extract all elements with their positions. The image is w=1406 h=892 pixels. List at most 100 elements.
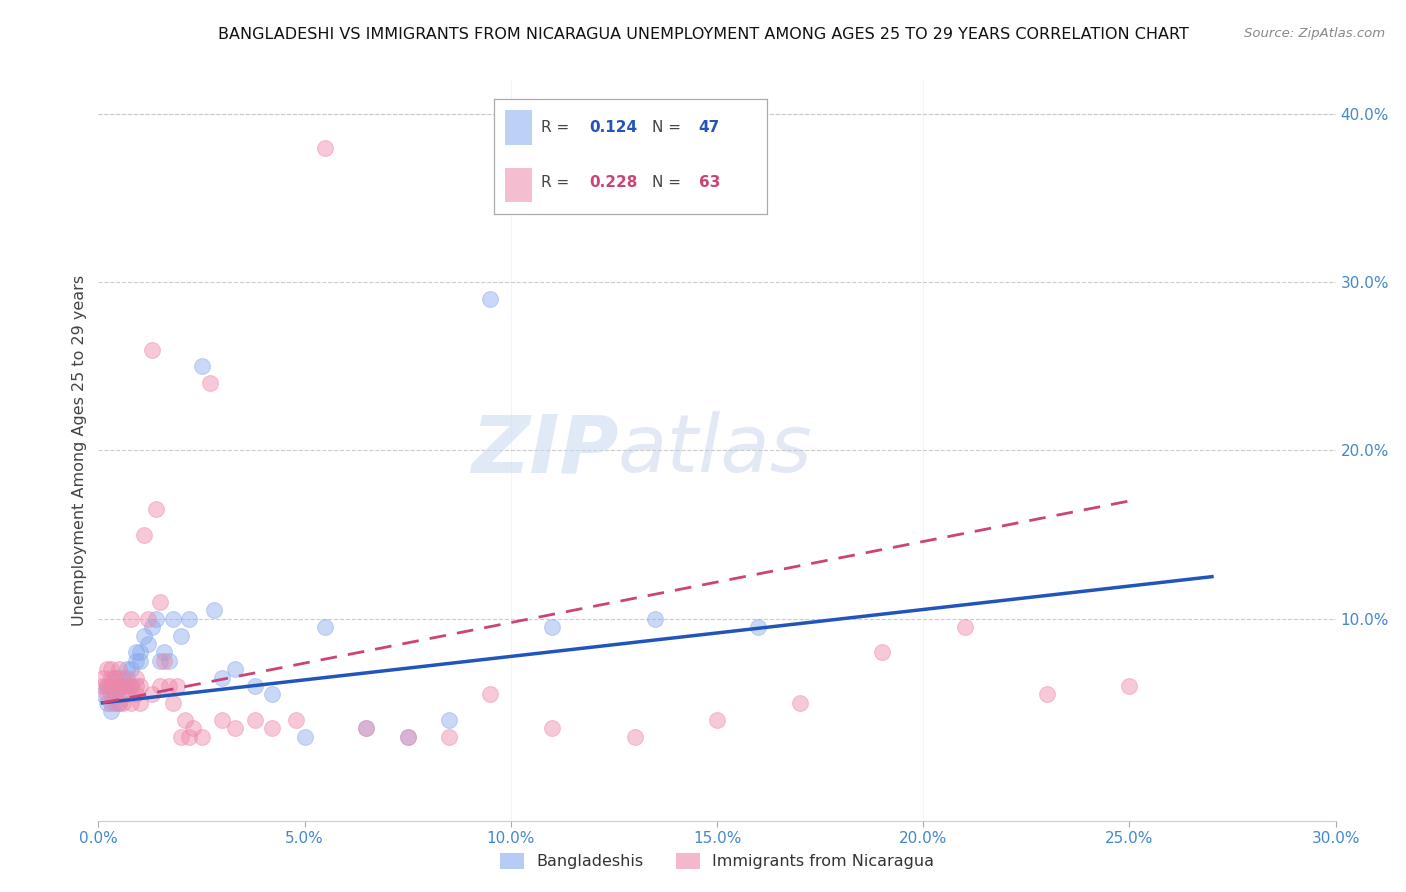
Point <box>224 721 246 735</box>
Point <box>396 730 419 744</box>
Point <box>112 688 135 702</box>
Point <box>149 679 172 693</box>
Point <box>181 721 204 735</box>
Point <box>132 629 155 643</box>
Point <box>96 679 118 693</box>
Point <box>145 502 167 516</box>
Point <box>128 654 150 668</box>
Point <box>202 603 225 617</box>
Point <box>112 696 135 710</box>
Point <box>108 679 131 693</box>
Point <box>91 671 114 685</box>
Point <box>108 662 131 676</box>
Point <box>260 721 283 735</box>
Point <box>179 730 201 744</box>
Point <box>112 679 135 693</box>
Point <box>190 359 212 374</box>
Point <box>174 713 197 727</box>
Y-axis label: Unemployment Among Ages 25 to 29 years: Unemployment Among Ages 25 to 29 years <box>72 275 87 626</box>
Point <box>117 662 139 676</box>
Point <box>644 612 666 626</box>
Point <box>179 612 201 626</box>
Point <box>117 679 139 693</box>
Point <box>157 679 180 693</box>
Point <box>104 679 127 693</box>
Point <box>166 679 188 693</box>
Point <box>157 654 180 668</box>
Point <box>120 662 142 676</box>
Point <box>396 730 419 744</box>
Text: ZIP: ZIP <box>471 411 619 490</box>
Point <box>479 688 502 702</box>
Legend: Bangladeshis, Immigrants from Nicaragua: Bangladeshis, Immigrants from Nicaragua <box>494 847 941 876</box>
Point <box>96 679 118 693</box>
Point <box>141 688 163 702</box>
Point <box>100 662 122 676</box>
Point <box>108 679 131 693</box>
Point <box>747 620 769 634</box>
Point <box>198 376 221 391</box>
Point <box>96 662 118 676</box>
Point <box>120 696 142 710</box>
Point <box>356 721 378 735</box>
Point <box>356 721 378 735</box>
Point <box>136 637 159 651</box>
Point <box>124 688 146 702</box>
Point <box>170 629 193 643</box>
Point <box>100 679 122 693</box>
Point <box>314 620 336 634</box>
Point <box>541 620 564 634</box>
Point <box>112 671 135 685</box>
Point <box>141 343 163 357</box>
Point <box>153 654 176 668</box>
Point <box>870 645 893 659</box>
Point <box>162 696 184 710</box>
Point <box>211 713 233 727</box>
Point <box>100 671 122 685</box>
Point <box>789 696 811 710</box>
Point <box>136 612 159 626</box>
Point <box>96 688 118 702</box>
Point <box>124 679 146 693</box>
Point <box>953 620 976 634</box>
Point <box>141 620 163 634</box>
Point <box>211 671 233 685</box>
Point <box>314 140 336 154</box>
Point <box>117 688 139 702</box>
Point <box>108 671 131 685</box>
Point <box>260 688 283 702</box>
Point <box>149 654 172 668</box>
Point <box>162 612 184 626</box>
Point <box>437 713 460 727</box>
Point <box>623 730 645 744</box>
Point <box>479 292 502 306</box>
Point <box>100 688 122 702</box>
Point <box>294 730 316 744</box>
Point <box>190 730 212 744</box>
Point <box>128 679 150 693</box>
Point <box>224 662 246 676</box>
Point <box>145 612 167 626</box>
Point <box>120 612 142 626</box>
Point <box>243 679 266 693</box>
Point <box>124 654 146 668</box>
Point <box>541 721 564 735</box>
Point <box>437 730 460 744</box>
Point <box>91 688 114 702</box>
Point <box>706 713 728 727</box>
Point <box>100 696 122 710</box>
Point <box>153 645 176 659</box>
Point <box>285 713 308 727</box>
Text: Source: ZipAtlas.com: Source: ZipAtlas.com <box>1244 27 1385 40</box>
Point <box>112 679 135 693</box>
Point <box>1036 688 1059 702</box>
Point <box>243 713 266 727</box>
Point <box>120 679 142 693</box>
Point <box>117 671 139 685</box>
Point <box>100 679 122 693</box>
Point <box>170 730 193 744</box>
Point <box>108 696 131 710</box>
Text: atlas: atlas <box>619 411 813 490</box>
Point <box>120 679 142 693</box>
Text: BANGLADESHI VS IMMIGRANTS FROM NICARAGUA UNEMPLOYMENT AMONG AGES 25 TO 29 YEARS : BANGLADESHI VS IMMIGRANTS FROM NICARAGUA… <box>218 27 1188 42</box>
